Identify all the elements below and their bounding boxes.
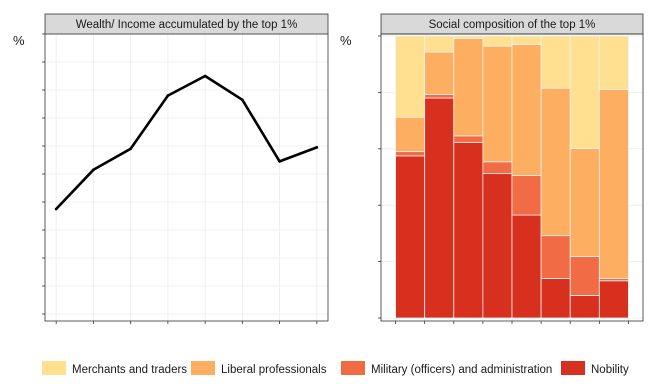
bar-military-officers-and-administration-1580 [453, 135, 484, 143]
bar-merchants-and-traders-1580 [453, 35, 484, 39]
legend-label-merchants-traders: Merchants and traders [72, 364, 187, 376]
bar-liberal-professionals-1630 [482, 45, 513, 163]
bar-military-officers-and-administration-1730 [540, 235, 571, 279]
bar-military-officers-and-administration-1680 [511, 175, 542, 216]
left-panel-title: Wealth/ Income accumulated by the top 1% [76, 19, 298, 31]
bar-military-officers-and-administration-1780 [569, 256, 600, 296]
bar-military-officers-and-administration-1530 [424, 93, 455, 99]
bar-merchants-and-traders-1830 [598, 35, 629, 90]
right-axes [378, 35, 629, 324]
top1pct-share-point [166, 94, 170, 97]
top1pct-share-point [129, 147, 132, 151]
bar-military-officers-and-administration-1630 [482, 161, 513, 175]
bar-nobility-1730 [540, 278, 571, 319]
bar-nobility-1580 [453, 141, 484, 319]
legend-swatch-liberal-professionals [191, 361, 215, 375]
legend-label-nobility: Nobility [591, 364, 629, 376]
legend-swatch-merchants-traders [42, 361, 66, 375]
bar-merchants-and-traders-1630 [482, 35, 513, 47]
legend: Merchants and traders Liberal profession… [42, 361, 629, 376]
left-y-axis-label: % [13, 33, 25, 48]
bar-nobility-1530 [424, 97, 455, 319]
legend-label-military-administration: Military (officers) and administration [371, 364, 552, 376]
bar-liberal-professionals-1580 [453, 38, 484, 137]
left-plot-border [44, 33, 329, 322]
bar-nobility-1630 [482, 173, 513, 319]
left-line-series [54, 74, 319, 211]
right-panel-title: Social composition of the top 1% [429, 19, 596, 31]
legend-swatch-military-administration [341, 361, 365, 375]
bar-merchants-and-traders-1680 [511, 35, 542, 45]
top1pct-share-point [54, 207, 58, 211]
bar-nobility-1680 [511, 214, 542, 319]
left-panel: Wealth/ Income accumulated by the top 1%… [13, 13, 329, 324]
bar-liberal-professionals-1780 [569, 148, 600, 257]
bar-liberal-professionals-1730 [540, 87, 571, 237]
right-panel: Social composition of the top 1% % [340, 13, 644, 324]
bar-merchants-and-traders-1730 [540, 35, 571, 89]
bar-nobility-1480 [395, 155, 426, 319]
top1pct-share-point [278, 160, 281, 163]
left-axes [42, 33, 318, 324]
right-stacked-bars [395, 35, 629, 319]
bar-liberal-professionals-1830 [598, 89, 629, 279]
top1pct-share-point [241, 98, 244, 102]
top1pct-share-point [92, 168, 95, 172]
bar-liberal-professionals-1680 [511, 44, 542, 176]
bar-liberal-professionals-1530 [424, 51, 455, 95]
bar-military-officers-and-administration-1480 [395, 151, 426, 157]
bar-merchants-and-traders-1780 [569, 35, 600, 149]
top1pct-share-point [315, 146, 319, 149]
bar-liberal-professionals-1480 [395, 116, 426, 153]
legend-label-liberal-professionals: Liberal professionals [221, 364, 327, 376]
bar-nobility-1830 [598, 280, 629, 319]
bar-nobility-1780 [569, 295, 600, 319]
legend-swatch-nobility [561, 361, 585, 375]
bar-merchants-and-traders-1530 [424, 35, 455, 53]
bar-merchants-and-traders-1480 [395, 35, 426, 118]
top1pct-share-line [54, 74, 319, 211]
top1pct-share-point [203, 74, 207, 78]
right-y-axis-label: % [340, 33, 352, 48]
